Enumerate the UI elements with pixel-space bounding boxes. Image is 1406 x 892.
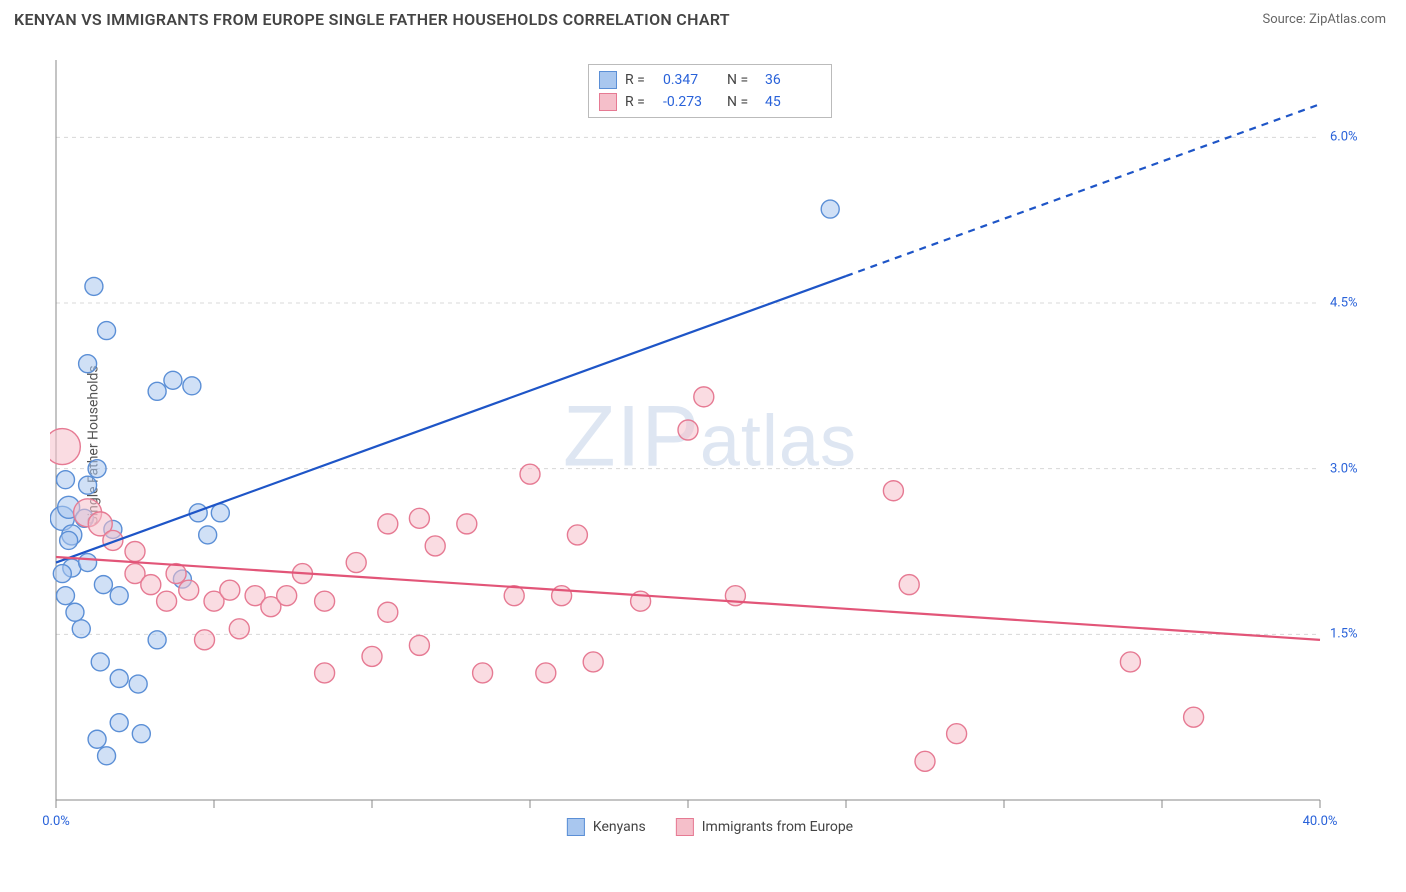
correlation-legend: R =0.347 N =36 R =-0.273 N =45 (588, 64, 832, 118)
source-credit: Source: ZipAtlas.com (1262, 12, 1386, 27)
legend-row-kenyans: R =0.347 N =36 (599, 69, 821, 91)
legend-row-immigrants: R =-0.273 N =45 (599, 91, 821, 113)
chart-title: KENYAN VS IMMIGRANTS FROM EUROPE SINGLE … (14, 10, 730, 29)
x-tick-label: 40.0% (1303, 814, 1338, 829)
y-tick-label: 4.5% (1330, 295, 1358, 310)
y-tick-label: 3.0% (1330, 461, 1358, 476)
scatter-plot (50, 60, 1370, 830)
source-link[interactable]: ZipAtlas.com (1309, 12, 1386, 27)
legend-swatch-kenyans-icon (567, 818, 585, 836)
chart-area: Single Father Households ZIPatlas R =0.3… (50, 60, 1370, 830)
legend-swatch-immigrants (599, 93, 617, 111)
legend-swatch-immigrants-icon (676, 818, 694, 836)
y-tick-label: 6.0% (1330, 130, 1358, 145)
legend-item-kenyans: Kenyans (567, 818, 646, 836)
x-tick-label: 0.0% (42, 814, 70, 829)
y-tick-label: 1.5% (1330, 627, 1358, 642)
legend-swatch-kenyans (599, 71, 617, 89)
series-legend: Kenyans Immigrants from Europe (567, 818, 853, 836)
legend-item-immigrants: Immigrants from Europe (676, 818, 853, 836)
